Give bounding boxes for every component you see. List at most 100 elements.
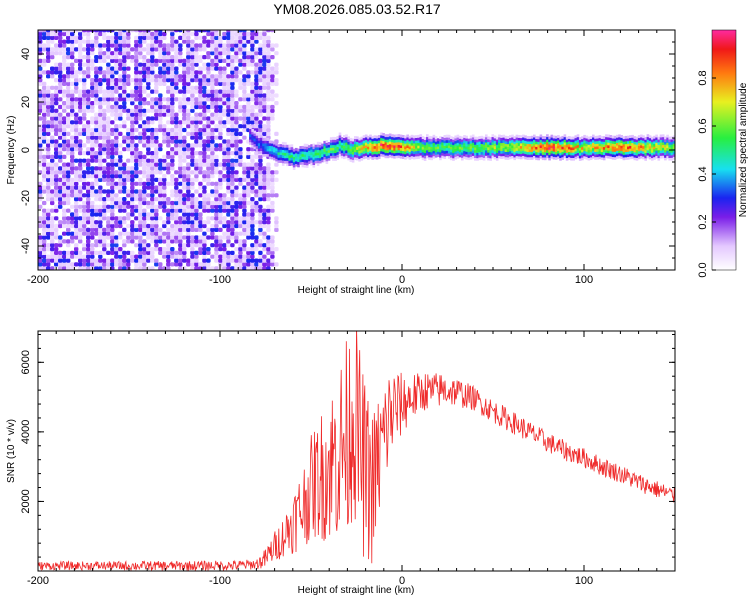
heatmap-cell [537, 136, 540, 140]
heatmap-cell [46, 97, 51, 102]
heatmap-cell [274, 131, 279, 136]
heatmap-cell [447, 153, 451, 157]
heatmap-cell [206, 166, 211, 171]
heatmap-cell [480, 154, 484, 158]
heatmap-cell [572, 147, 575, 151]
heatmap-cell [38, 154, 43, 159]
heatmap-cell [274, 162, 279, 167]
heatmap-cell [66, 39, 71, 44]
heatmap-cell [218, 200, 223, 206]
heatmap-cell [430, 146, 433, 150]
heatmap-cell [50, 208, 55, 213]
heatmap-cell [130, 170, 135, 175]
heatmap-cell [238, 30, 243, 33]
heatmap-cell [154, 30, 159, 33]
heatmap-cell [258, 51, 263, 56]
heatmap-cell [94, 139, 99, 144]
heatmap-cell [154, 43, 159, 48]
heatmap-cell [264, 153, 267, 157]
heatmap-cell [640, 153, 643, 156]
heatmap-cell [616, 155, 619, 159]
heatmap-cell [480, 135, 484, 139]
heatmap-cell [371, 151, 374, 155]
heatmap-cell [150, 197, 155, 202]
heatmap-cell [114, 258, 119, 263]
heatmap-cell [94, 58, 99, 63]
heatmap-cell [395, 144, 398, 148]
heatmap-cell [430, 136, 433, 140]
heatmap-cell [162, 220, 167, 225]
heatmap-cell [102, 151, 107, 156]
heatmap-cell [347, 149, 350, 153]
heatmap-cell [210, 101, 215, 106]
heatmap-cell [150, 170, 155, 175]
heatmap-cell [274, 93, 279, 98]
heatmap-cell [130, 124, 135, 129]
heatmap-cell [110, 231, 115, 236]
heatmap-cell [476, 144, 479, 148]
heatmap-cell [146, 212, 151, 217]
heatmap-cell [270, 181, 275, 186]
heatmap-cell [367, 151, 370, 155]
heatmap-cell [226, 189, 231, 194]
heatmap-cell [114, 147, 119, 152]
heatmap-cell [607, 137, 610, 140]
heatmap-cell [174, 200, 179, 206]
heatmap-cell [46, 108, 51, 113]
heatmap-cell [70, 51, 75, 56]
heatmap-cell [270, 108, 275, 113]
heatmap-cell [250, 181, 255, 186]
heatmap-cell [206, 258, 211, 263]
heatmap-cell [323, 159, 326, 163]
heatmap-cell [134, 55, 139, 60]
heatmap-cell [86, 35, 91, 40]
heatmap-cell [563, 139, 567, 143]
heatmap-cell [158, 162, 163, 167]
heatmap-cell [74, 101, 79, 106]
heatmap-cell [186, 43, 191, 48]
heatmap-cell [170, 39, 175, 44]
heatmap-cell [70, 162, 75, 167]
heatmap-cell [495, 139, 499, 143]
heatmap-cell [106, 181, 111, 186]
heatmap-cell [303, 143, 307, 147]
heatmap-cell [114, 243, 119, 248]
heatmap-cell [511, 153, 514, 156]
heatmap-cell [402, 156, 405, 159]
heatmap-cell [134, 174, 139, 179]
heatmap-cell [270, 74, 275, 79]
heatmap-cell [447, 140, 451, 143]
heatmap-cell [162, 247, 167, 252]
heatmap-cell [504, 143, 508, 147]
heatmap-cell [230, 74, 235, 79]
heatmap-cell [493, 146, 497, 149]
heatmap-cell [102, 177, 107, 182]
heatmap-cell [246, 78, 251, 83]
heatmap-cell [345, 150, 348, 154]
heatmap-cell [502, 137, 506, 141]
heatmap-cell [210, 139, 215, 144]
heatmap-cell [303, 156, 307, 160]
heatmap-cell [305, 157, 309, 160]
heatmap-cell [284, 160, 287, 164]
heatmap-cell [154, 239, 159, 244]
heatmap-cell [452, 155, 455, 159]
heatmap-cell [268, 143, 272, 146]
heatmap-cell [631, 140, 634, 144]
heatmap-cell [150, 258, 155, 263]
colorbar: 0.00.20.40.60.8 Normalized spectral ampl… [697, 29, 749, 278]
heatmap-cell [78, 250, 83, 255]
heatmap-cell [587, 144, 591, 148]
heatmap-cell [226, 223, 231, 229]
heatmap-cell [174, 197, 179, 202]
heatmap-cell [74, 78, 79, 83]
heatmap-cell [94, 120, 99, 125]
heatmap-cell [218, 97, 223, 102]
heatmap-cell [130, 166, 135, 171]
heatmap-cell [98, 193, 103, 198]
heatmap-cell [106, 131, 111, 136]
heatmap-cell [74, 193, 79, 198]
heatmap-cell [86, 58, 91, 63]
heatmap-cell [78, 185, 83, 190]
heatmap-cell [222, 35, 227, 40]
